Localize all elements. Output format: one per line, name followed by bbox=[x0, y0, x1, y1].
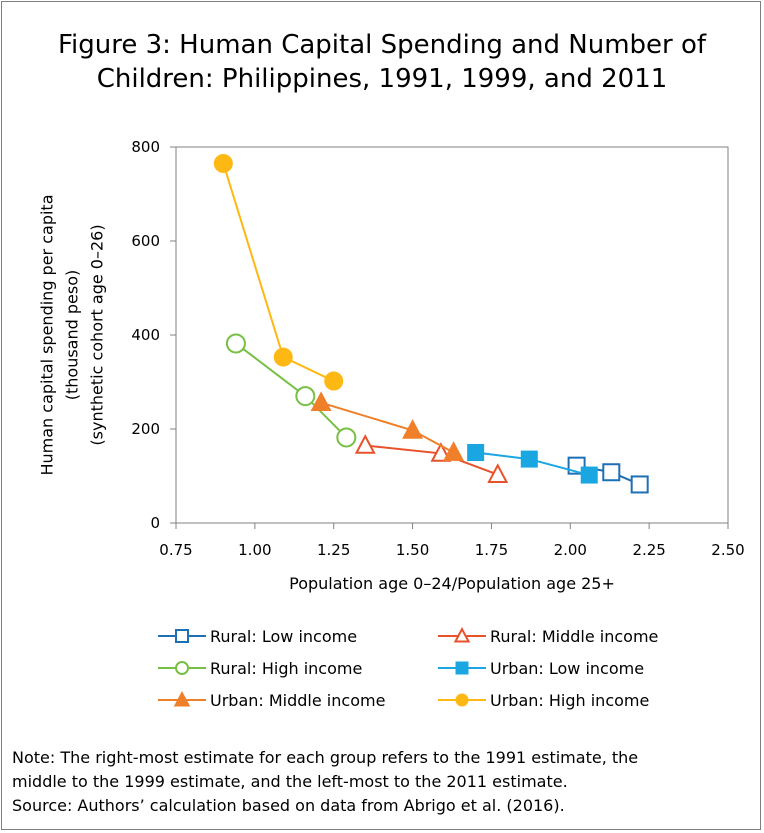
marker-triangle bbox=[354, 434, 376, 454]
marker-square bbox=[175, 629, 189, 643]
y-tick-label: 0 bbox=[150, 514, 160, 532]
note-line-1: Note: The right-most estimate for each g… bbox=[12, 748, 639, 767]
x-tick-label: 1.25 bbox=[317, 541, 350, 559]
marker-circle bbox=[455, 693, 469, 707]
marker-square bbox=[455, 661, 469, 675]
figure-title: Figure 3: Human Capital Spending and Num… bbox=[0, 28, 764, 96]
marker-circle bbox=[273, 347, 293, 367]
legend-item: Rural: Middle income bbox=[438, 626, 658, 646]
title-line-2: Children: Philippines, 1991, 1999, and 2… bbox=[96, 64, 668, 94]
x-tick-label: 1.00 bbox=[238, 541, 271, 559]
marker-circle bbox=[336, 427, 357, 448]
series-group bbox=[567, 456, 649, 494]
y-axis-label-line: Human capital spending per capita bbox=[38, 194, 57, 475]
legend-item: Urban: Middle income bbox=[158, 690, 385, 710]
marker-circle bbox=[225, 333, 246, 354]
series-layer bbox=[213, 153, 649, 494]
legend-item: Rural: High income bbox=[158, 659, 362, 678]
ticks: 0.75 1.00 1.25 1.50 1.75 2.00 2.25 2.50 0 200 400 6… bbox=[38, 138, 745, 593]
x-tick-label: 0.75 bbox=[159, 541, 192, 559]
marker-circle bbox=[213, 153, 233, 173]
legend-label: Urban: Middle income bbox=[210, 691, 385, 710]
x-tick-label: 2.00 bbox=[554, 541, 587, 559]
legend-label: Rural: High income bbox=[210, 659, 362, 678]
series-group bbox=[310, 391, 465, 461]
marker-triangle bbox=[443, 441, 465, 461]
marker-square bbox=[467, 444, 485, 461]
y-axis-label-line: (synthetic cohort age 0–26) bbox=[88, 224, 107, 445]
y-tick-label: 200 bbox=[131, 420, 160, 438]
x-tick-label: 1.75 bbox=[475, 541, 508, 559]
legend-label: Urban: Low income bbox=[490, 659, 644, 678]
series-group bbox=[354, 434, 509, 483]
series-group bbox=[467, 444, 598, 484]
legend-label: Rural: Low income bbox=[210, 627, 357, 646]
plot-area bbox=[175, 146, 729, 524]
legend-item: Urban: Low income bbox=[438, 659, 644, 678]
y-tick-label: 600 bbox=[131, 232, 160, 250]
note-line-2: middle to the 1999 estimate, and the lef… bbox=[12, 772, 568, 791]
marker-circle bbox=[175, 661, 189, 675]
x-tick-label: 1.50 bbox=[396, 541, 429, 559]
y-tick-label: 400 bbox=[131, 326, 160, 344]
marker-square bbox=[520, 450, 538, 468]
marker-triangle bbox=[310, 391, 332, 412]
marker-square bbox=[630, 475, 649, 494]
source-line: Source: Authors’ calculation based on da… bbox=[12, 796, 565, 815]
y-tick-label: 800 bbox=[131, 138, 160, 156]
x-axis-label: Population age 0–24/Population age 25+ bbox=[289, 574, 615, 593]
axes bbox=[175, 146, 729, 524]
title-line-1: Figure 3: Human Capital Spending and Num… bbox=[57, 30, 707, 60]
marker-square bbox=[580, 466, 598, 484]
y-axis-label-line: (thousand peso) bbox=[63, 270, 82, 400]
series-group bbox=[225, 333, 357, 448]
marker-triangle bbox=[402, 419, 424, 439]
marker-circle bbox=[324, 371, 344, 391]
marker-triangle bbox=[173, 690, 191, 707]
legend: Rural: Low income Rural: Middle income Rur… bbox=[158, 626, 658, 710]
marker-triangle bbox=[453, 626, 471, 643]
marker-circle bbox=[295, 386, 316, 407]
x-tick-label: 2.25 bbox=[632, 541, 665, 559]
chart: 0.75 1.00 1.25 1.50 1.75 2.00 2.25 2.50 0 200 400 6… bbox=[38, 138, 745, 710]
figure-note: Note: The right-most estimate for each g… bbox=[12, 746, 752, 818]
legend-item: Rural: Low income bbox=[158, 627, 357, 646]
marker-triangle bbox=[487, 463, 509, 483]
x-tick-label: 2.50 bbox=[711, 541, 744, 559]
legend-label: Urban: High income bbox=[490, 691, 649, 710]
legend-label: Rural: Middle income bbox=[490, 627, 658, 646]
legend-item: Urban: High income bbox=[438, 691, 649, 710]
series-group bbox=[213, 153, 344, 391]
marker-square bbox=[602, 463, 621, 482]
